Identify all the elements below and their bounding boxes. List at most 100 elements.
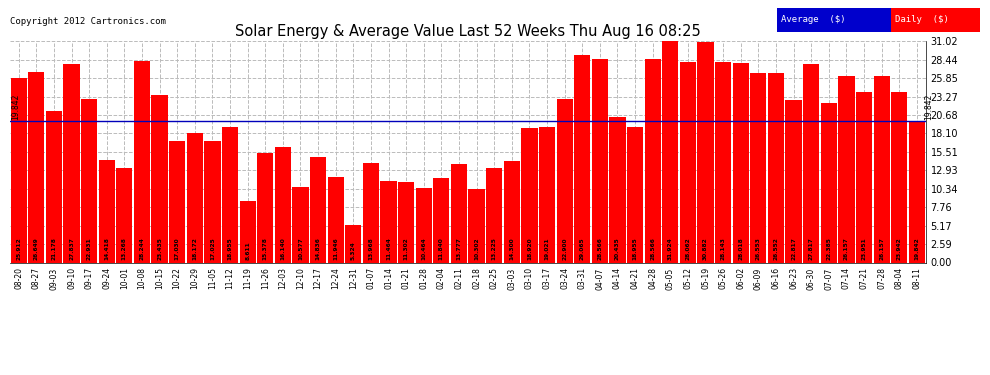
Text: 18.172: 18.172 bbox=[192, 237, 197, 260]
Text: 29.065: 29.065 bbox=[580, 238, 585, 260]
Bar bbox=[733, 63, 748, 262]
Bar bbox=[11, 78, 27, 262]
Bar bbox=[768, 73, 784, 262]
Bar bbox=[750, 73, 766, 262]
Text: 11.464: 11.464 bbox=[386, 237, 391, 260]
Bar bbox=[134, 61, 150, 262]
Bar bbox=[275, 147, 291, 262]
Bar bbox=[398, 182, 414, 262]
Text: Daily  ($): Daily ($) bbox=[895, 15, 948, 24]
Text: 28.062: 28.062 bbox=[685, 238, 690, 260]
Text: 17.030: 17.030 bbox=[174, 238, 180, 260]
Bar bbox=[504, 160, 520, 262]
Text: 25.912: 25.912 bbox=[16, 238, 21, 260]
Text: 10.577: 10.577 bbox=[298, 238, 303, 260]
Text: 26.649: 26.649 bbox=[34, 238, 39, 260]
Bar bbox=[116, 168, 133, 262]
Bar bbox=[292, 187, 309, 262]
Bar bbox=[310, 157, 326, 262]
Text: 27.817: 27.817 bbox=[809, 237, 814, 260]
Bar bbox=[222, 127, 239, 262]
Text: 8.611: 8.611 bbox=[246, 242, 250, 260]
Text: 5.324: 5.324 bbox=[350, 242, 355, 260]
Bar bbox=[610, 117, 626, 262]
Bar bbox=[257, 153, 273, 262]
Text: 28.143: 28.143 bbox=[721, 237, 726, 260]
Bar bbox=[803, 64, 820, 262]
Text: 19.842: 19.842 bbox=[924, 94, 933, 120]
Text: 18.955: 18.955 bbox=[228, 238, 233, 260]
Text: Copyright 2012 Cartronics.com: Copyright 2012 Cartronics.com bbox=[10, 17, 165, 26]
Text: 19.842: 19.842 bbox=[915, 238, 920, 260]
Text: 26.552: 26.552 bbox=[773, 237, 778, 260]
Bar bbox=[891, 92, 908, 262]
Text: 18.920: 18.920 bbox=[527, 238, 532, 260]
Text: 19.021: 19.021 bbox=[544, 238, 549, 260]
Bar bbox=[715, 62, 732, 262]
Bar bbox=[434, 178, 449, 262]
Title: Solar Energy & Average Value Last 52 Weeks Thu Aug 16 08:25: Solar Energy & Average Value Last 52 Wee… bbox=[235, 24, 701, 39]
Bar bbox=[169, 141, 185, 262]
Text: 13.777: 13.777 bbox=[456, 237, 461, 260]
Bar bbox=[821, 103, 837, 262]
Text: 11.946: 11.946 bbox=[334, 238, 339, 260]
Bar bbox=[29, 72, 45, 262]
Bar bbox=[346, 225, 361, 262]
Text: 13.225: 13.225 bbox=[492, 237, 497, 260]
Text: 19.842: 19.842 bbox=[12, 94, 21, 120]
Text: 30.882: 30.882 bbox=[703, 238, 708, 260]
Bar bbox=[539, 127, 555, 262]
Text: Average  ($): Average ($) bbox=[781, 15, 845, 24]
Bar bbox=[574, 55, 590, 262]
Text: 14.300: 14.300 bbox=[509, 238, 514, 260]
Bar bbox=[380, 181, 397, 262]
Bar bbox=[328, 177, 344, 262]
Text: 14.836: 14.836 bbox=[316, 237, 321, 260]
Text: 28.018: 28.018 bbox=[739, 238, 743, 260]
Text: 13.968: 13.968 bbox=[368, 238, 373, 260]
Bar bbox=[99, 160, 115, 262]
Bar bbox=[856, 92, 872, 262]
Text: 27.837: 27.837 bbox=[69, 237, 74, 260]
Bar bbox=[662, 35, 678, 262]
Bar bbox=[873, 76, 890, 262]
Text: 20.435: 20.435 bbox=[615, 238, 620, 260]
Text: 26.157: 26.157 bbox=[879, 237, 884, 260]
Bar bbox=[151, 95, 167, 262]
Bar bbox=[81, 99, 97, 262]
Text: 11.840: 11.840 bbox=[439, 238, 444, 260]
Bar bbox=[63, 64, 79, 262]
Bar bbox=[785, 100, 802, 262]
Text: 23.942: 23.942 bbox=[897, 238, 902, 260]
Bar bbox=[909, 121, 925, 262]
Text: 22.817: 22.817 bbox=[791, 237, 796, 260]
Text: 23.951: 23.951 bbox=[861, 238, 866, 260]
Bar bbox=[697, 42, 714, 262]
Text: 26.553: 26.553 bbox=[755, 237, 761, 260]
Bar bbox=[839, 76, 854, 262]
Text: 22.385: 22.385 bbox=[827, 237, 832, 260]
Text: 17.025: 17.025 bbox=[210, 238, 215, 260]
Bar bbox=[468, 189, 485, 262]
Bar bbox=[416, 188, 432, 262]
Bar bbox=[556, 99, 573, 262]
Bar bbox=[644, 59, 660, 262]
Text: 21.178: 21.178 bbox=[51, 237, 56, 260]
Text: 28.244: 28.244 bbox=[140, 237, 145, 260]
Text: 22.931: 22.931 bbox=[87, 238, 92, 260]
Text: 22.900: 22.900 bbox=[562, 238, 567, 260]
Bar bbox=[240, 201, 255, 262]
Text: 14.418: 14.418 bbox=[104, 237, 109, 260]
Bar bbox=[627, 127, 644, 262]
Text: 28.566: 28.566 bbox=[650, 237, 655, 260]
Bar bbox=[204, 141, 221, 262]
Text: 28.566: 28.566 bbox=[597, 237, 602, 260]
Text: 10.302: 10.302 bbox=[474, 238, 479, 260]
Bar bbox=[187, 133, 203, 262]
Text: 16.140: 16.140 bbox=[280, 238, 285, 260]
Bar bbox=[450, 164, 467, 262]
Text: 18.955: 18.955 bbox=[633, 238, 638, 260]
Text: 11.302: 11.302 bbox=[404, 238, 409, 260]
Text: 10.464: 10.464 bbox=[422, 238, 427, 260]
Bar bbox=[592, 59, 608, 262]
